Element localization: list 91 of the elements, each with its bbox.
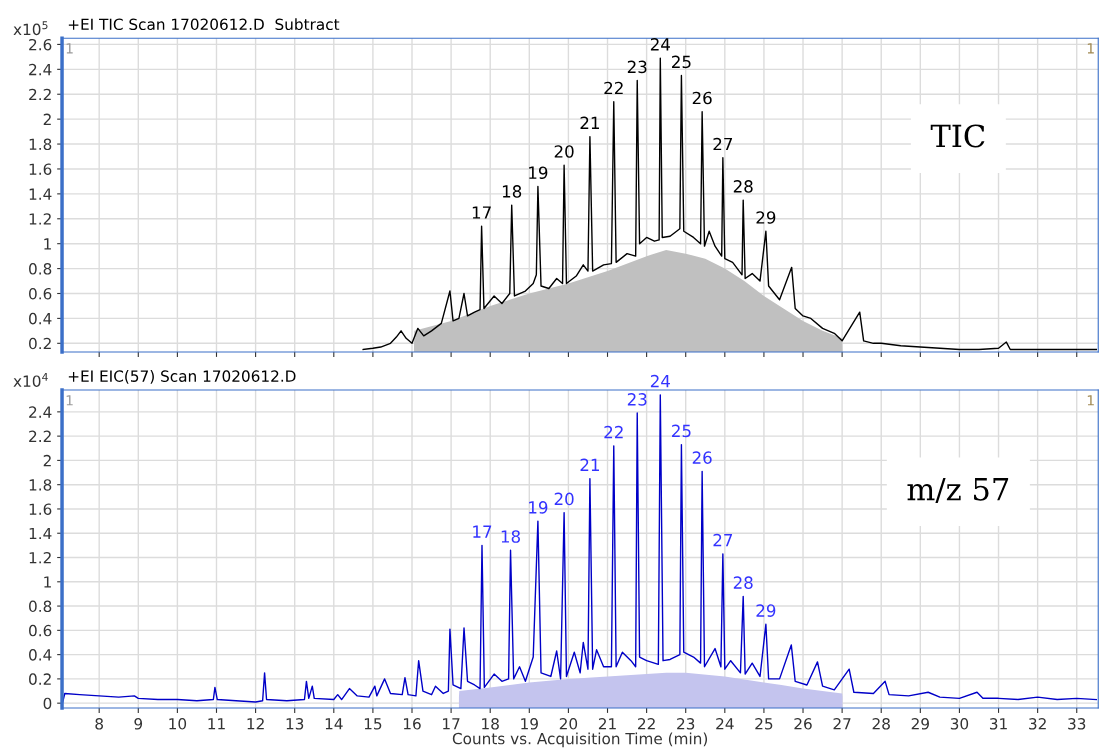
annotation: 27 [713, 533, 733, 547]
annotation: 18 [502, 185, 522, 198]
y-tick-label: 1 [44, 576, 51, 588]
x-tick-label: 20 [559, 718, 578, 730]
annotation: TIC [930, 124, 985, 148]
y-tick-label: 1 [44, 238, 51, 250]
y-tick-label: 2.4 [29, 406, 52, 418]
annotation: 22 [604, 81, 623, 95]
x-tick-label: 19 [521, 718, 538, 730]
annotation: 19 [529, 166, 548, 179]
y-tick-label: 2 [43, 454, 51, 467]
y-tick-label: 1.6 [29, 503, 52, 515]
x-tick-label: 11 [208, 718, 225, 730]
x-tick-label: 16 [403, 718, 421, 730]
x-tick-label: 12 [247, 718, 264, 730]
line-series [62, 394, 1097, 704]
annotation: 17 [472, 206, 491, 219]
line-series [362, 57, 1097, 351]
x-tick-label: 18 [482, 718, 499, 730]
y-tick-label: 2.6 [29, 38, 52, 51]
annotation: 24 [650, 38, 670, 51]
y-tick-label: 0 [43, 697, 52, 710]
x-tick-label: 15 [364, 718, 382, 730]
y-tick-label: 1.4 [29, 527, 52, 540]
annotation: 28 [733, 180, 753, 193]
y-tick-label: 2 [43, 113, 51, 125]
annotation: 23 [627, 60, 647, 74]
annotation: 20 [554, 492, 574, 506]
y-tick-label: 1.8 [29, 479, 52, 491]
y-tick-label: 1.4 [29, 188, 52, 200]
x-tick-label: 10 [169, 718, 187, 730]
y-tick-label: 0.4 [29, 649, 52, 661]
y-tick-label: 0.2 [29, 337, 51, 350]
x-tick-label: 25 [755, 718, 773, 730]
annotation: 1 [66, 43, 73, 54]
x-tick-label: 24 [716, 718, 734, 730]
y-tick-label: 2.4 [29, 63, 52, 76]
y-tick-label: 1.8 [29, 138, 52, 151]
y-tick-label: 0.2 [29, 673, 51, 685]
x-tick-label: 13 [286, 718, 304, 730]
chart-title: +EI TIC Scan 17020612.D Subtract [68, 18, 340, 31]
x-axis-title: Counts vs. Acquisition Time (min) [452, 732, 708, 748]
annotation: 1 [1087, 395, 1094, 406]
x-tick-label: 33 [1068, 718, 1086, 730]
annotation: 27 [713, 137, 733, 151]
annotation: 17 [473, 525, 492, 538]
x-tick-label: 32 [1029, 718, 1046, 730]
x-tick-label: 27 [833, 718, 851, 730]
y-tick-label: 0.8 [29, 600, 52, 613]
annotation: 25 [672, 424, 691, 438]
x-tick-label: 21 [598, 718, 616, 730]
annotation: 22 [604, 425, 623, 439]
y-tick-label: 0.6 [29, 287, 52, 300]
annotation: 25 [672, 55, 691, 69]
annotation: 26 [692, 91, 712, 105]
annotation: 28 [733, 576, 753, 589]
x-tick-label: 17 [443, 718, 460, 730]
annotation: m/z 57 [907, 477, 1009, 504]
annotation: 26 [692, 451, 712, 464]
x-tick-label: 22 [638, 718, 655, 730]
x-tick-label: 26 [794, 718, 812, 730]
annotation: 21 [580, 116, 599, 129]
x-tick-label: 28 [872, 718, 890, 730]
y-tick-label: 0.6 [29, 624, 52, 637]
x-tick-label: 14 [325, 718, 343, 730]
annotation: 20 [554, 145, 574, 158]
x-tick-label: 23 [677, 718, 695, 730]
x-tick-label: 29 [911, 718, 929, 730]
y-axis-title: x10$^{4}$ [13, 373, 48, 387]
annotation: 24 [650, 374, 670, 388]
x-tick-label: 9 [134, 718, 143, 730]
y-axis-title: x10$^{5}$ [13, 21, 48, 36]
x-tick-label: 8 [95, 718, 103, 730]
y-tick-label: 0.8 [29, 263, 52, 275]
annotation: 29 [756, 604, 776, 617]
annotation: 1 [66, 395, 73, 406]
x-tick-label: 31 [989, 718, 1007, 730]
y-tick-label: 2.2 [29, 88, 51, 101]
y-tick-label: 1.6 [29, 163, 52, 175]
y-tick-label: 0.4 [29, 312, 52, 325]
chart-title: +EI EIC(57) Scan 17020612.D [68, 370, 296, 384]
annotation: 1 [1087, 43, 1094, 54]
x-tick-label: 30 [950, 718, 969, 730]
y-tick-label: 1.2 [29, 551, 51, 564]
annotation: 21 [580, 458, 599, 471]
annotation: 19 [529, 501, 548, 514]
annotation: 23 [627, 393, 647, 406]
y-tick-label: 1.2 [29, 213, 51, 225]
annotation: 29 [756, 211, 776, 224]
annotation: 18 [501, 530, 520, 543]
y-tick-label: 2.2 [29, 430, 51, 442]
